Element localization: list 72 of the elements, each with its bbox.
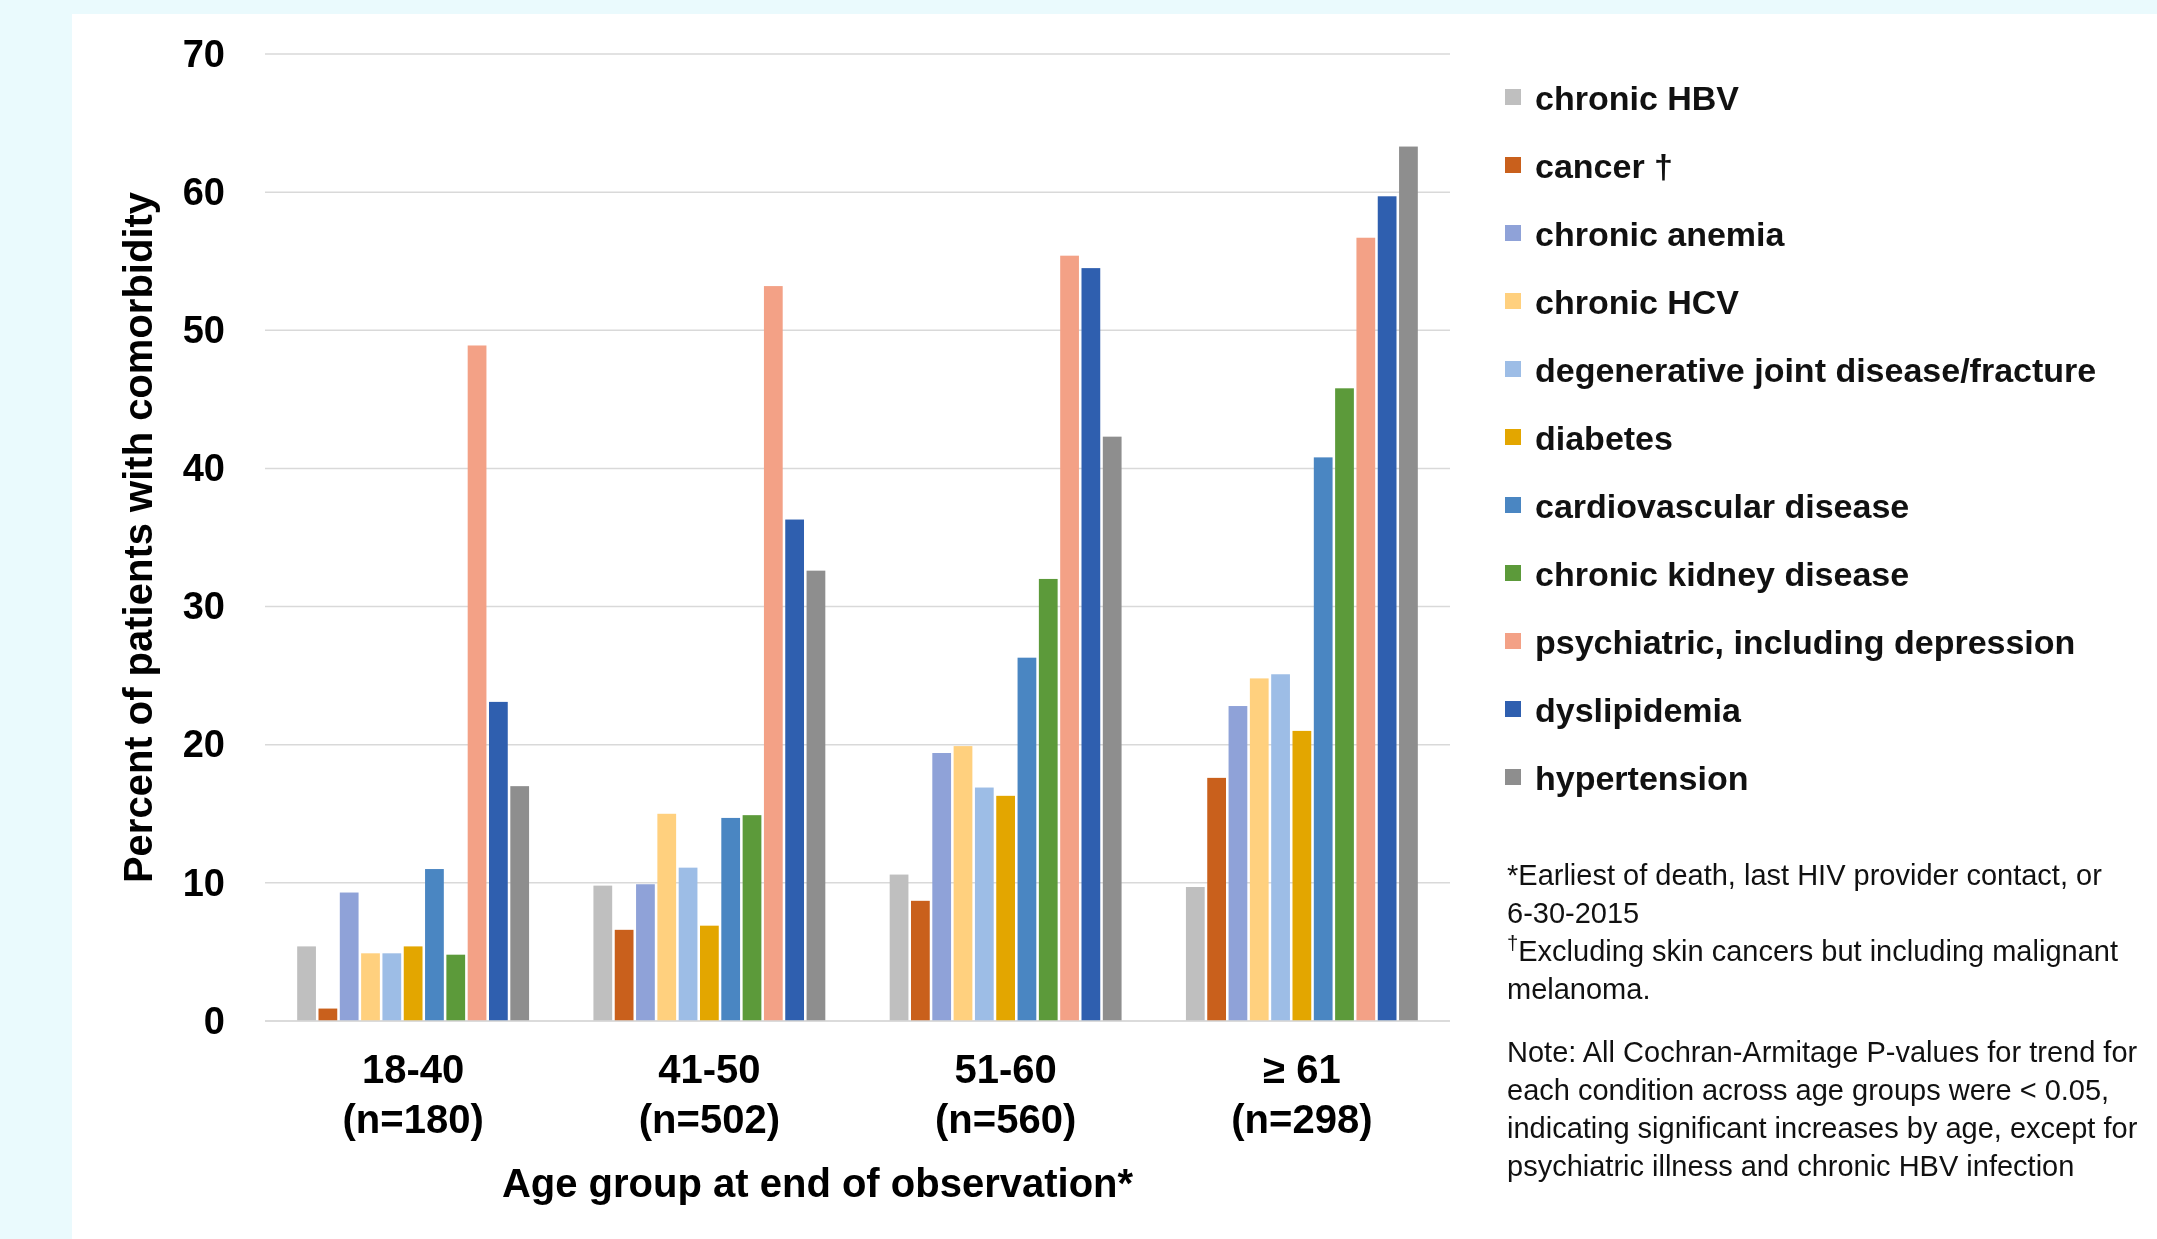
text: *Earliest of death, last HIV provider contact, or 6-30-2015 xyxy=(1507,859,2103,929)
bar xyxy=(636,884,655,1021)
bar xyxy=(806,570,826,1021)
y-tick-label: 20 xyxy=(182,723,225,766)
x-axis-title: Age group at end of observation* xyxy=(501,1161,1134,1205)
bar xyxy=(1060,255,1079,1021)
bar xyxy=(425,869,444,1021)
bar xyxy=(1335,388,1354,1021)
bar xyxy=(382,953,402,1021)
bar xyxy=(721,817,741,1021)
bar xyxy=(953,746,973,1021)
bar xyxy=(297,946,316,1021)
y-tick-label: 70 xyxy=(182,32,225,75)
bar xyxy=(678,867,698,1021)
bar xyxy=(446,954,466,1021)
x-tick-label: 18-40 (n=180) xyxy=(342,1047,484,1141)
bar xyxy=(510,786,530,1021)
y-tick-label: 50 xyxy=(182,308,225,351)
bar xyxy=(785,519,804,1021)
bar xyxy=(339,892,359,1021)
legend-label: hypertension xyxy=(1535,758,1749,797)
legend-label: diabetes xyxy=(1535,418,1673,457)
legend-label: cancer † xyxy=(1535,146,1673,185)
bar xyxy=(1017,657,1037,1021)
bar xyxy=(1207,777,1227,1021)
legend-label: cardiovascular disease xyxy=(1535,486,1910,525)
bar xyxy=(614,929,634,1021)
bar xyxy=(1399,146,1418,1021)
bar xyxy=(318,1008,338,1021)
bar xyxy=(974,787,994,1021)
legend-label: chronic anemia xyxy=(1535,214,1786,253)
bar xyxy=(403,946,423,1021)
bar xyxy=(1038,578,1058,1021)
bar xyxy=(1377,196,1397,1021)
legend-label: psychiatric, including depression xyxy=(1535,622,2076,661)
y-axis-title: Percent of patients with comorbidity xyxy=(116,191,160,884)
bar xyxy=(911,900,930,1021)
bar xyxy=(1356,237,1376,1021)
bar xyxy=(700,925,719,1021)
bar xyxy=(1292,730,1312,1021)
bar xyxy=(1313,457,1333,1021)
bar xyxy=(467,345,487,1021)
text: $^{†}$Excluding skin cancers but including malignant melanoma. xyxy=(1507,932,2118,1005)
bar xyxy=(657,813,677,1021)
bar xyxy=(889,874,909,1021)
legend-label: dyslipidemia xyxy=(1535,690,1743,729)
bar xyxy=(361,953,380,1021)
legend-label: chronic HBV xyxy=(1535,78,1740,117)
x-tick-label: 51-60 (n=560) xyxy=(935,1047,1077,1141)
y-tick-label: 0 xyxy=(203,999,225,1042)
legend-label: degenerative joint disease/fracture xyxy=(1535,350,2097,389)
bar xyxy=(1271,674,1290,1021)
bar xyxy=(1249,678,1269,1021)
y-tick-label: 40 xyxy=(182,447,225,490)
bar xyxy=(1228,706,1248,1021)
x-tick-label: 41-50 (n=502) xyxy=(638,1047,780,1141)
bar xyxy=(1081,268,1101,1021)
y-tick-label: 30 xyxy=(182,585,225,628)
bar xyxy=(763,286,783,1021)
bar xyxy=(1185,887,1205,1021)
bar xyxy=(932,753,952,1021)
legend-label: chronic kidney disease xyxy=(1535,554,1910,593)
bar xyxy=(489,701,508,1021)
legend-label: chronic HCV xyxy=(1535,282,1740,321)
bar xyxy=(742,815,762,1021)
bar xyxy=(996,795,1015,1021)
x-tick-label: ≥ 61 (n=298) xyxy=(1231,1047,1373,1141)
bar xyxy=(1102,436,1122,1021)
y-tick-label: 10 xyxy=(182,861,225,904)
text: Note: All Cochran-Armitage P-values for trend for each condition across age groups were < 0.05, indicating significant increases by age, except for psychiatric illness and chronic HBV infection xyxy=(1507,1036,2138,1182)
y-tick-label: 60 xyxy=(182,170,225,213)
bar xyxy=(593,885,613,1021)
